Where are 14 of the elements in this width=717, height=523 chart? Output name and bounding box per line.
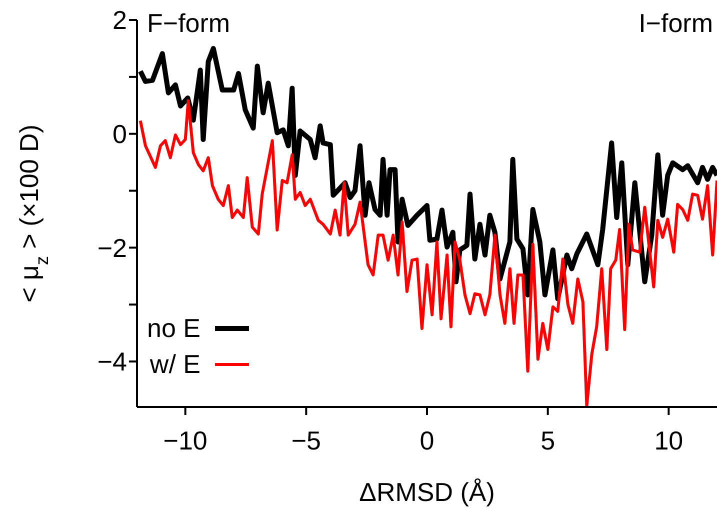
annotation: F−form [147,8,230,39]
y-tick-label: 0 [112,119,127,150]
y-tick-label: −2 [97,232,127,263]
x-axis-title: ΔRMSD (Å) [359,477,495,507]
legend-label: w/ E [150,348,200,381]
x-tick-label: 10 [654,425,684,456]
legend-label: no E [147,312,200,345]
y-tick-label: −4 [97,346,127,377]
y-tick-label: 2 [112,5,127,36]
x-tick-label: −10 [163,425,208,456]
x-tick-label: −5 [291,425,321,456]
x-tick-label: 5 [540,425,556,456]
x-tick-label: 0 [420,425,434,456]
annotation: I−form [638,8,713,39]
